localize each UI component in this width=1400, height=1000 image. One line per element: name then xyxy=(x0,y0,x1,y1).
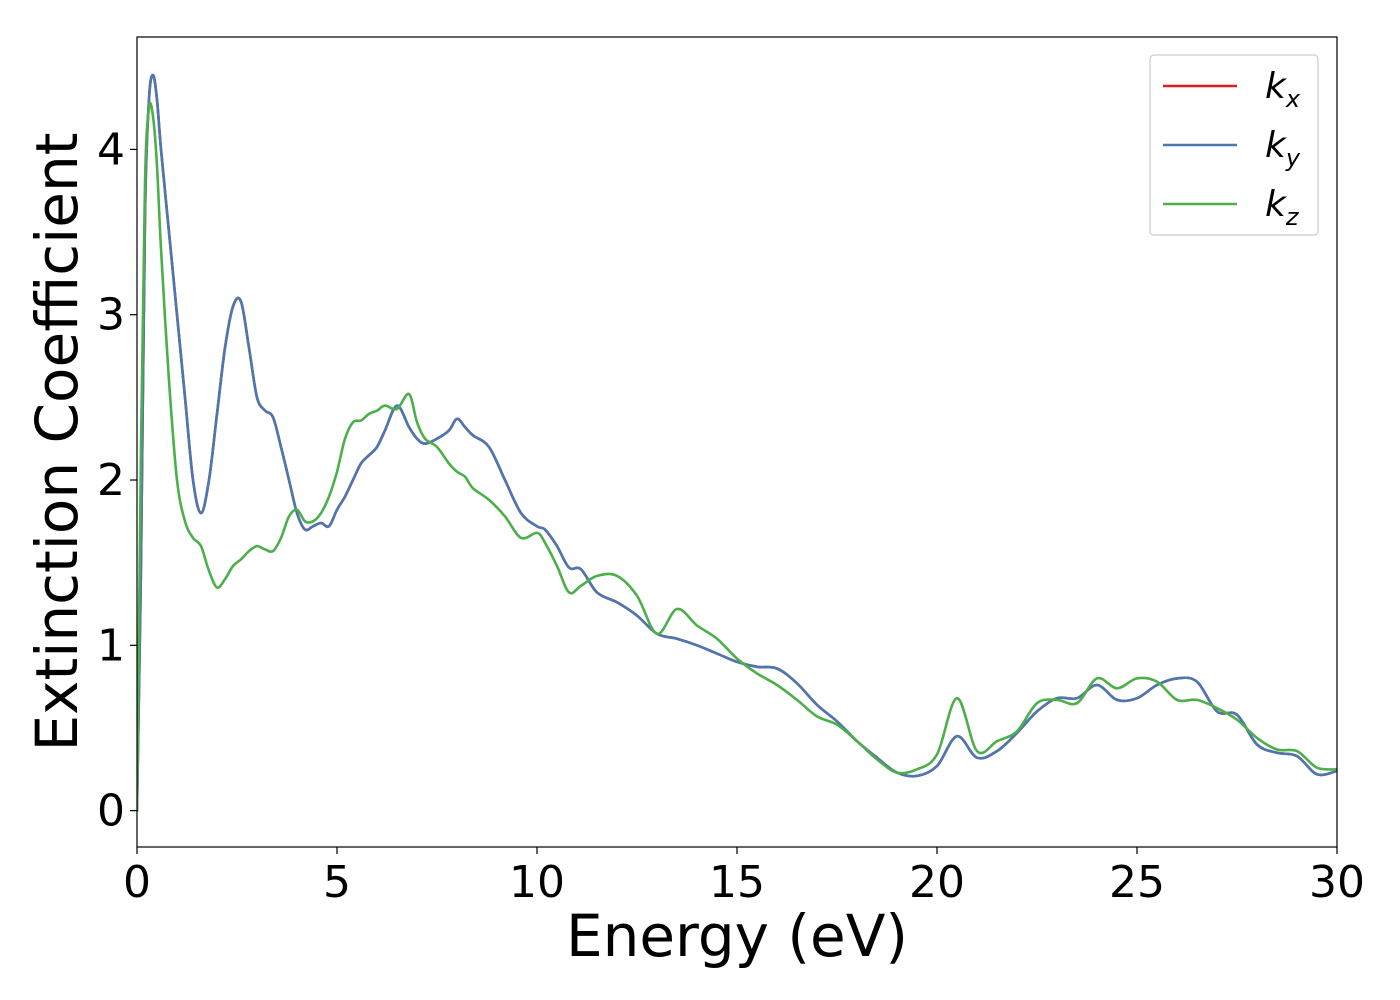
legend-label-k-x: kx xyxy=(1265,66,1301,113)
legend-label-k-z: kz xyxy=(1265,184,1300,231)
series-layer xyxy=(137,73,1337,812)
series-line-k-y xyxy=(137,73,1337,812)
y-tick-label: 4 xyxy=(97,124,125,175)
x-tick-label: 20 xyxy=(909,857,965,908)
y-tick-label: 3 xyxy=(97,290,125,341)
x-tick-label: 5 xyxy=(323,857,351,908)
x-tick-label: 25 xyxy=(1109,857,1165,908)
ticks-layer: 0 5 10 15 20 25 30 0 1 2 3 4 xyxy=(97,124,1365,908)
series-line-k-z xyxy=(137,102,1337,812)
x-axis-label: Energy (eV) xyxy=(566,902,908,970)
y-tick-label: 0 xyxy=(97,786,125,837)
x-tick-label: 15 xyxy=(709,857,765,908)
x-tick-label: 30 xyxy=(1309,857,1365,908)
y-tick-label: 1 xyxy=(97,620,125,671)
y-tick-label: 2 xyxy=(97,455,125,506)
y-axis-label: Extinction Coefficient xyxy=(23,133,91,752)
x-tick-label: 0 xyxy=(123,857,151,908)
legend: kx ky kz xyxy=(1149,54,1319,236)
x-tick-label: 10 xyxy=(509,857,565,908)
legend-label-k-y: ky xyxy=(1265,125,1301,172)
